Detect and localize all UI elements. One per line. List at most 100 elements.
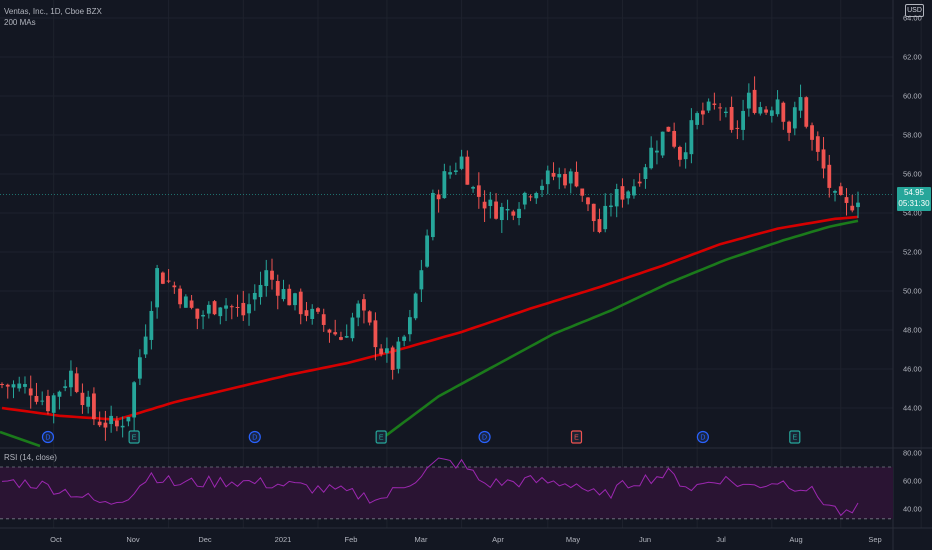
time-tick-label: Dec — [198, 535, 212, 544]
candle-body — [689, 120, 694, 155]
event-marker-dividend[interactable]: D — [248, 430, 261, 444]
candle-body — [482, 201, 487, 209]
event-marker-dividend[interactable]: D — [41, 430, 55, 444]
candle-body — [143, 336, 148, 355]
candle-body — [741, 110, 746, 130]
ma-green-stub — [0, 430, 41, 448]
event-marker-label: E — [792, 435, 797, 442]
candle-body — [298, 291, 303, 315]
candle-body — [678, 146, 682, 160]
candle-body — [258, 284, 263, 298]
candle-body — [787, 121, 791, 133]
event-marker-label: D — [252, 435, 257, 442]
price-tick-label: 60.00 — [903, 92, 922, 101]
candle-body — [5, 384, 10, 387]
time-tick-label: Sep — [868, 535, 881, 544]
candle-body — [850, 205, 855, 211]
candle-body — [40, 400, 45, 402]
candle-body — [833, 191, 837, 193]
candle-body — [224, 305, 228, 309]
event-marker-label: D — [45, 435, 50, 442]
event-marker-label: D — [700, 435, 705, 442]
candle-body — [494, 201, 498, 219]
candle-body — [235, 306, 240, 308]
rsi-label[interactable]: RSI (14, close) — [4, 453, 57, 462]
candle-body — [379, 348, 384, 355]
candle-body — [11, 384, 16, 388]
time-tick-label: Mar — [415, 535, 428, 544]
candle-body — [821, 149, 826, 169]
price-tick-label: 50.00 — [903, 287, 922, 296]
candle-body — [74, 373, 79, 392]
candle-body — [344, 336, 349, 338]
candle-body — [23, 384, 27, 387]
candle-body — [442, 171, 447, 199]
candle-body — [700, 110, 705, 115]
candle-body — [321, 314, 326, 325]
event-marker-earnings-negative[interactable]: E — [570, 430, 583, 444]
price-tick-label: 52.00 — [903, 248, 922, 257]
candle-body — [166, 280, 171, 282]
candle-body — [471, 187, 475, 189]
candle-body — [310, 308, 315, 319]
candle-body — [17, 383, 22, 389]
candle-body — [534, 193, 539, 199]
candle-body — [218, 307, 223, 317]
symbol-title[interactable]: Ventas, Inc., 1D, Cboe BZX — [4, 7, 102, 16]
price-tick-label: 62.00 — [903, 53, 922, 62]
ma-red-line — [1, 215, 859, 422]
candle-body — [367, 311, 372, 323]
event-marker-earnings-positive[interactable]: E — [789, 430, 801, 444]
candle-body — [764, 109, 768, 113]
event-marker-earnings-positive[interactable]: E — [128, 430, 140, 444]
price-tick-label: 46.00 — [903, 365, 922, 374]
candle-body — [149, 310, 154, 340]
candle-body — [810, 125, 814, 140]
candle-body — [390, 347, 395, 370]
candle-body — [448, 172, 453, 175]
candle-body — [80, 392, 85, 406]
candle-body — [815, 136, 820, 152]
candle-body — [103, 422, 108, 428]
time-tick-label: Nov — [126, 535, 140, 544]
candle-body — [402, 336, 407, 341]
candle-body — [350, 317, 355, 339]
candle-body — [270, 270, 274, 280]
candle-body — [465, 156, 470, 185]
candle-body — [34, 395, 39, 402]
indicator-label[interactable]: 200 MAs — [4, 18, 36, 27]
candle-body — [603, 205, 608, 230]
candle-body — [488, 199, 493, 206]
candle-body — [769, 110, 774, 116]
event-marker-label: D — [482, 435, 487, 442]
time-tick-label: 2021 — [275, 535, 292, 544]
event-marker-dividend[interactable]: D — [478, 430, 491, 444]
candle-body — [660, 131, 665, 156]
event-marker-earnings-positive[interactable]: E — [375, 430, 387, 444]
time-tick-label: Jul — [716, 535, 726, 544]
candle-body — [109, 415, 114, 425]
time-tick-label: Apr — [492, 535, 504, 544]
candle-body — [419, 270, 424, 290]
candle-body — [356, 303, 361, 318]
candle-body — [413, 293, 418, 319]
price-tick-label: 56.00 — [903, 170, 922, 179]
time-tick-label: Aug — [789, 535, 802, 544]
time-tick-label: Oct — [50, 535, 63, 544]
candle-body — [591, 203, 596, 222]
candle-body — [706, 101, 711, 111]
candle-body — [620, 186, 625, 200]
candle-body — [580, 188, 585, 196]
currency-badge[interactable]: USD — [905, 4, 924, 17]
candle-body — [201, 314, 205, 317]
candle-body — [178, 288, 182, 305]
candle-body — [97, 421, 102, 426]
candle-body — [373, 320, 378, 348]
candle-body — [718, 107, 723, 109]
candle-body — [160, 272, 165, 284]
event-marker-dividend[interactable]: D — [696, 430, 709, 444]
candle-body — [327, 329, 332, 333]
candle-body — [672, 130, 677, 147]
